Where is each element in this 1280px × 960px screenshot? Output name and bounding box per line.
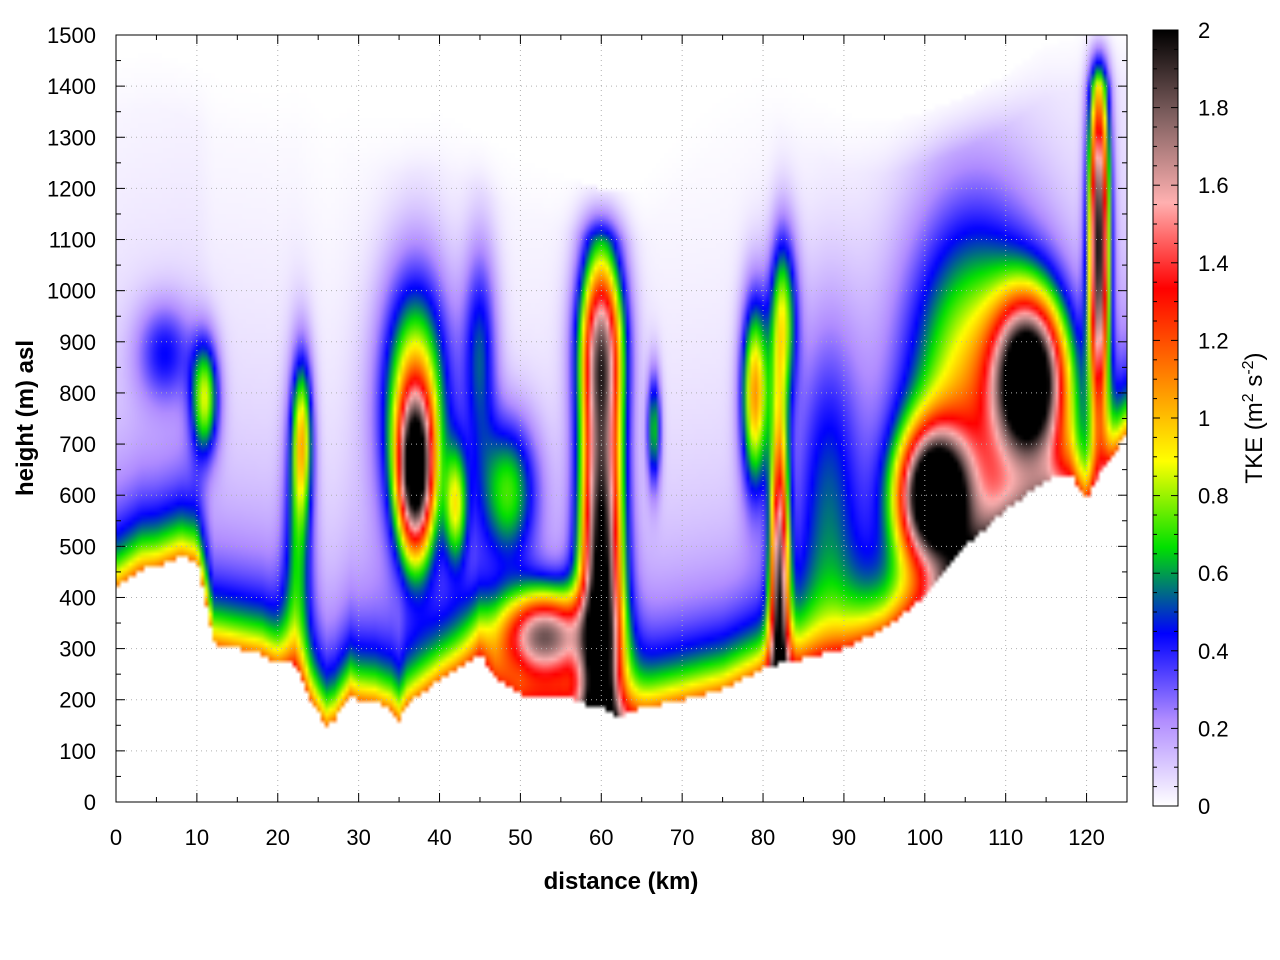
colorbar-label-part2: s bbox=[1241, 375, 1268, 394]
x-axis-ticks: 0 10 20 30 40 50 60 70 80 90 100 110 120 bbox=[110, 35, 1105, 850]
colorbar-label-part1: TKE (m bbox=[1241, 402, 1268, 483]
y-tick-label: 1200 bbox=[47, 176, 96, 201]
colorbar-tick-label: 1.2 bbox=[1198, 328, 1229, 353]
x-tick-label: 90 bbox=[832, 825, 856, 850]
y-tick-label: 1100 bbox=[49, 228, 96, 253]
colorbar-tick-label: 1 bbox=[1198, 406, 1210, 431]
x-tick-label: 120 bbox=[1068, 825, 1105, 850]
y-tick-label: 100 bbox=[59, 739, 96, 764]
colorbar-label-end: ) bbox=[1241, 352, 1268, 360]
x-tick-label: 110 bbox=[988, 825, 1023, 850]
x-tick-label: 80 bbox=[751, 825, 775, 850]
colorbar-label-sup2: -2 bbox=[1240, 360, 1257, 374]
y-tick-label: 0 bbox=[84, 790, 96, 815]
y-tick-label: 200 bbox=[59, 688, 96, 713]
plot-area: 0 10 20 30 40 50 60 70 80 90 100 110 120 0 100 200 300 4… bbox=[47, 23, 1128, 850]
colorbar-tick-label: 1.8 bbox=[1198, 96, 1229, 121]
y-tick-label: 1300 bbox=[47, 125, 96, 150]
colorbar-tick-label: 1.4 bbox=[1198, 251, 1229, 276]
x-tick-label: 40 bbox=[427, 825, 451, 850]
y-tick-label: 500 bbox=[59, 534, 96, 559]
colorbar-tick-label: 2 bbox=[1198, 18, 1210, 43]
colorbar: 00.20.40.60.811.21.41.61.82 TKE (m2 s-2) bbox=[1152, 18, 1268, 819]
x-tick-label: 20 bbox=[266, 825, 290, 850]
colorbar-ticks: 0 0.2 0.4 0.6 0.8 1 1.2 1.4 1.6 1.8 2 bbox=[1153, 18, 1229, 819]
x-tick-label: 50 bbox=[508, 825, 532, 850]
x-tick-label: 60 bbox=[589, 825, 613, 850]
colorbar-tick-label: 0.2 bbox=[1198, 716, 1229, 741]
colorbar-tick-label: 1.6 bbox=[1198, 173, 1229, 198]
x-tick-label: 10 bbox=[185, 825, 209, 850]
colorbar-tick-label: 0.4 bbox=[1198, 639, 1229, 664]
y-tick-label: 1400 bbox=[47, 74, 96, 99]
y-tick-label: 400 bbox=[59, 585, 96, 610]
y-tick-label: 700 bbox=[59, 432, 96, 457]
y-tick-label: 300 bbox=[59, 637, 96, 662]
y-tick-label: 1000 bbox=[47, 279, 96, 304]
x-tick-label: 100 bbox=[906, 825, 943, 850]
y-tick-label: 600 bbox=[59, 483, 96, 508]
x-tick-label: 70 bbox=[670, 825, 694, 850]
heatmap-field bbox=[116, 35, 1127, 802]
y-axis-label: height (m) asl bbox=[12, 340, 39, 496]
y-tick-label: 1500 bbox=[47, 23, 96, 48]
colorbar-label-sup1: 2 bbox=[1240, 393, 1257, 402]
y-axis-ticks: 0 100 200 300 400 500 600 700 800 900 1000 1100 1200… bbox=[47, 23, 1127, 815]
colorbar-label: TKE (m2 s-2) bbox=[1240, 352, 1268, 483]
colorbar-tick-label: 0 bbox=[1198, 794, 1210, 819]
colorbar-tick-label: 0.6 bbox=[1198, 561, 1229, 586]
colorbar-tick-label: 0.8 bbox=[1198, 484, 1229, 509]
x-axis-label: distance (km) bbox=[544, 868, 699, 895]
y-tick-label: 800 bbox=[59, 381, 96, 406]
x-tick-label: 0 bbox=[110, 825, 122, 850]
y-tick-label: 900 bbox=[59, 330, 96, 355]
x-tick-label: 30 bbox=[346, 825, 370, 850]
